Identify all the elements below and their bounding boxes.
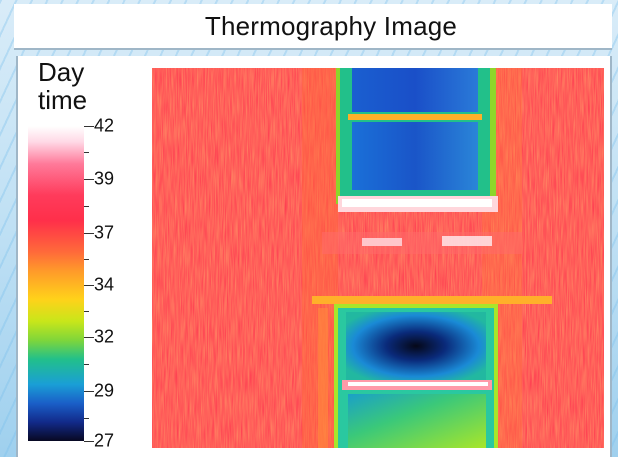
scale-tick <box>84 441 94 442</box>
scale-minor-tick <box>84 206 89 207</box>
legend-label: Day time <box>38 57 88 115</box>
scale-tick-label: 34 <box>94 274 115 295</box>
scale-minor-tick <box>84 259 89 260</box>
scale-tick-label: 32 <box>94 326 115 347</box>
scale-tick-label: 37 <box>94 222 115 243</box>
temperature-color-scale <box>28 126 84 441</box>
scale-minor-tick <box>84 152 89 153</box>
scale-tick <box>84 285 94 286</box>
scale-minor-tick <box>84 418 89 419</box>
scale-tick-label: 39 <box>94 168 115 189</box>
scale-minor-tick <box>84 364 89 365</box>
scale-tick <box>84 126 94 127</box>
scale-tick-label: 29 <box>94 380 115 401</box>
scale-tick <box>84 233 94 234</box>
thermal-image <box>152 68 604 448</box>
scale-tick-label: 27 <box>94 430 115 451</box>
thermography-panel: Day time 42 39 37 34 32 29 27 <box>16 56 612 457</box>
scale-tick <box>84 179 94 180</box>
scale-minor-tick <box>84 311 89 312</box>
scale-tick-label: 42 <box>94 115 115 136</box>
title-bar: Thermography Image <box>14 4 612 50</box>
scale-tick <box>84 391 94 392</box>
scale-tick <box>84 337 94 338</box>
page-title: Thermography Image <box>204 10 458 41</box>
